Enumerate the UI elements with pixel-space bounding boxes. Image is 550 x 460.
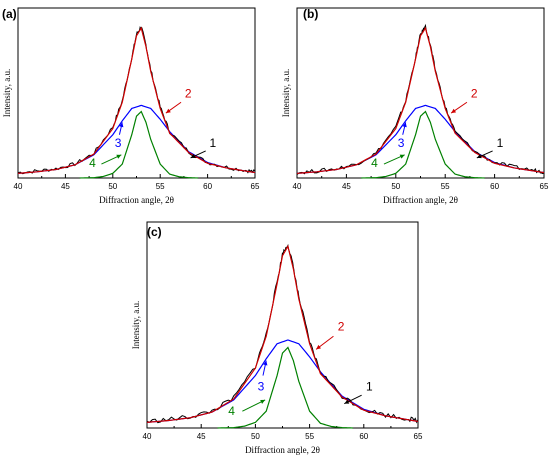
x-tick-label: 60	[203, 182, 212, 191]
series-annotation-1: 1	[497, 136, 504, 150]
series-line-1	[17, 25, 256, 175]
y-axis-label: Intensity, a.u.	[131, 301, 141, 349]
x-tick-label: 40	[143, 432, 152, 441]
annotation-arrowhead-1	[190, 154, 196, 159]
series-line-2	[146, 244, 419, 423]
x-tick-label: 45	[197, 432, 206, 441]
x-tick-label: 50	[251, 432, 260, 441]
series-line-2	[296, 26, 545, 174]
series-annotation-1: 1	[366, 380, 373, 394]
annotation-arrowhead-3	[119, 122, 124, 128]
x-axis-label: Diffraction angle, 2θ	[245, 445, 320, 455]
x-tick-label: 55	[156, 182, 165, 191]
panel-c: 40 45 50 55 60 65 Diffraction angle, 2θ Intensi…	[131, 221, 423, 455]
series-line-1	[296, 23, 545, 175]
annotation-arrowhead-3	[402, 122, 407, 128]
series-annotation-3: 3	[258, 380, 265, 394]
annotation-arrowhead-1	[476, 154, 482, 159]
series-line-4	[79, 110, 199, 179]
series-line-4	[361, 110, 485, 179]
annotation-arrowhead-1	[344, 399, 350, 404]
series-annotation-2: 2	[471, 87, 478, 101]
x-tick-label: 65	[251, 182, 260, 191]
x-axis-label: Diffraction angle, 2θ	[383, 195, 458, 205]
x-tick-label: 50	[391, 182, 400, 191]
series-annotation-2: 2	[338, 320, 345, 334]
x-tick-label: 60	[490, 182, 499, 191]
annotation-arrowhead-4	[260, 399, 266, 404]
panel-b: 40 45 50 55 60 65 Diffraction angle, 2θ Intensi…	[281, 7, 549, 205]
x-tick-label: 50	[108, 182, 117, 191]
series-line-2	[17, 26, 256, 174]
y-axis-label: Intensity, a.u.	[2, 69, 12, 117]
x-tick-label: 55	[441, 182, 450, 191]
series-annotation-3: 3	[115, 136, 122, 150]
series-annotation-2: 2	[185, 87, 192, 101]
x-tick-label: 40	[293, 182, 302, 191]
series-annotation-3: 3	[398, 136, 405, 150]
series-annotation-1: 1	[209, 136, 216, 150]
panel-a: 40 45 50 55 60 65 Diffraction angle, 2θ Intensi…	[2, 7, 260, 205]
x-tick-label: 65	[540, 182, 549, 191]
series-annotation-4: 4	[89, 156, 96, 170]
series-line-1	[146, 243, 419, 424]
annotation-arrowhead-2	[451, 108, 457, 114]
series-annotation-4: 4	[371, 156, 378, 170]
annotation-arrowhead-3	[263, 360, 268, 366]
x-axis-label: Diffraction angle, 2θ	[99, 195, 174, 205]
x-tick-label: 40	[14, 182, 23, 191]
x-tick-label: 45	[342, 182, 351, 191]
x-tick-label: 55	[305, 432, 314, 441]
annotation-arrowhead-2	[316, 344, 322, 350]
annotation-arrowhead-2	[165, 108, 171, 114]
annotation-arrowhead-4	[399, 154, 405, 159]
x-tick-label: 45	[61, 182, 70, 191]
panel-label: (a)	[2, 7, 17, 21]
panel-label: (c)	[147, 225, 162, 239]
y-axis-label: Intensity, a.u.	[281, 69, 291, 117]
annotation-arrowhead-4	[116, 154, 122, 159]
series-line-4	[217, 346, 353, 429]
x-tick-label: 65	[414, 432, 423, 441]
series-annotation-4: 4	[228, 404, 235, 418]
panel-label: (b)	[303, 7, 318, 21]
x-tick-label: 60	[359, 432, 368, 441]
